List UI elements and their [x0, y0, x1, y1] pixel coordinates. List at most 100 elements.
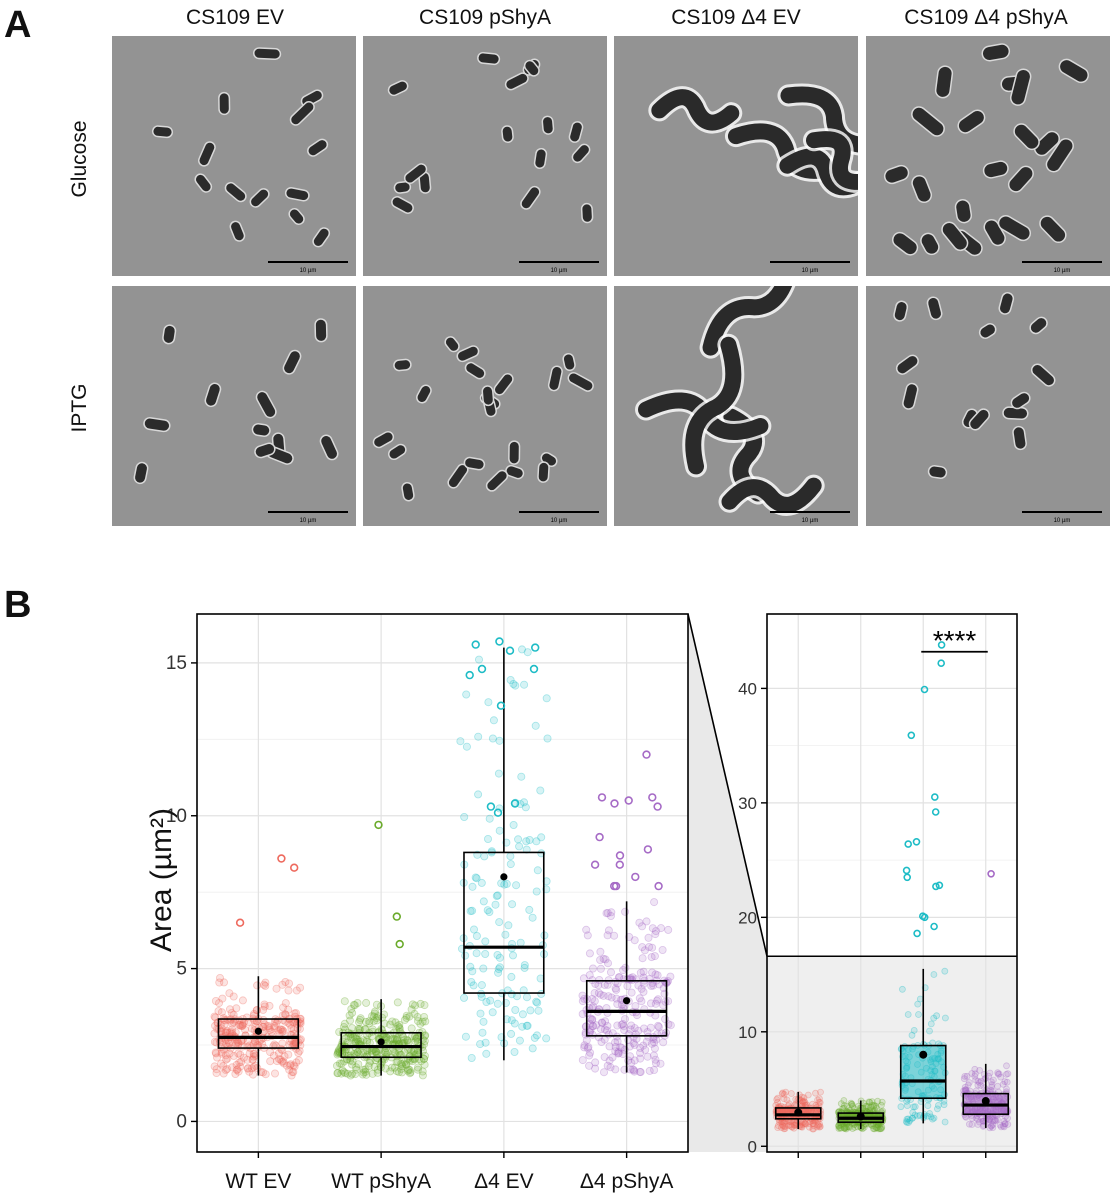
bacterial-cell	[1030, 363, 1056, 387]
outlier-point	[907, 731, 916, 740]
outlier-point	[648, 793, 657, 802]
mean-point	[856, 1112, 865, 1121]
outlier-point	[935, 881, 944, 890]
y-tick-label: 10	[166, 806, 187, 827]
bacterial-cell	[505, 464, 525, 480]
x-tick-label: Δ4 pShyA	[580, 1170, 673, 1193]
bacterial-cell	[456, 345, 480, 363]
significance-bracket: ****	[921, 625, 988, 656]
bacterial-cell	[893, 300, 909, 322]
bacterial-cell	[1029, 316, 1048, 335]
bacterial-cell	[391, 196, 414, 214]
y-tick-label: 30	[738, 794, 757, 813]
zoom-connector	[688, 614, 767, 1152]
bacterial-cell	[523, 59, 540, 77]
bacterial-cell	[307, 138, 329, 157]
x-tick-label: Δ4 EV	[474, 1170, 534, 1193]
bacterial-cell	[567, 371, 594, 392]
zoom-box-plot: 0 10 20 30 40 ****	[738, 613, 1018, 1158]
bacterial-cell	[289, 101, 315, 126]
bacterial-cell	[418, 171, 432, 194]
scale-bar: 10 µm	[519, 511, 599, 524]
bacterial-cell	[998, 292, 1015, 315]
outlier-point	[495, 637, 504, 646]
bacterial-cell	[151, 125, 174, 139]
bacterial-cell	[387, 80, 409, 97]
micrograph-glucose-cs109-ev: 10 µm	[112, 36, 356, 276]
outlier-point	[595, 832, 604, 842]
scale-bar: 10 µm	[770, 511, 850, 524]
bacterial-cell	[902, 382, 919, 410]
column-title-cs109-d4-pshya: CS109 Δ4 pShyA	[904, 6, 1068, 29]
bacterial-cell	[891, 231, 919, 256]
bacterial-cell	[802, 128, 858, 193]
y-tick-label: 0	[748, 1137, 757, 1156]
bacterial-cell	[508, 440, 521, 465]
outlier-point	[277, 854, 286, 863]
bacterial-cell	[1002, 406, 1029, 420]
outlier-point	[505, 646, 515, 655]
outlier-point	[643, 845, 653, 854]
scale-bar: 10 µm	[519, 261, 599, 274]
outlier-point	[932, 882, 940, 891]
outlier-point	[920, 685, 929, 694]
outlier-point	[392, 912, 401, 921]
outlier-point	[930, 793, 939, 801]
bacterial-cell	[314, 318, 328, 343]
bacterial-cell	[252, 47, 282, 60]
bacterial-cell	[143, 417, 171, 433]
outlier-point	[920, 913, 929, 922]
bacterial-cell	[481, 385, 495, 407]
bacterial-cell	[520, 185, 541, 210]
micrograph-iptg-cs109-d4-ev: 10 µm	[614, 286, 858, 526]
bacterial-cell	[954, 199, 973, 224]
zoom-connector-line	[687, 613, 768, 957]
micrograph-iptg-cs109-ev: 10 µm	[112, 286, 356, 526]
box-0	[217, 976, 300, 1076]
bacterial-cell	[927, 465, 948, 479]
mean-point	[981, 1097, 990, 1106]
box-1	[837, 1100, 885, 1130]
bacterial-cell	[288, 207, 305, 226]
outlier-point	[653, 802, 662, 811]
box-3	[962, 1063, 1010, 1128]
scale-bar-label: 10 µm	[1054, 518, 1071, 524]
bacterial-cell	[580, 202, 594, 224]
box-1	[340, 999, 422, 1076]
bacterial-cell	[724, 120, 843, 182]
outlier-point	[913, 929, 921, 938]
bacterial-cell	[444, 336, 460, 353]
bacterial-cell	[1010, 391, 1031, 410]
bacterial-cell	[982, 160, 1009, 179]
y-tick-label: 15	[166, 653, 187, 674]
outlier-point	[477, 664, 487, 674]
outlier-point	[937, 641, 946, 649]
box-0	[774, 1091, 822, 1130]
bacterial-cell	[1033, 130, 1060, 157]
outlier-point	[471, 640, 480, 649]
outlier-point	[642, 750, 651, 759]
bacterial-cell	[372, 430, 395, 449]
y-tick-label: 40	[738, 679, 757, 698]
outlier-point	[912, 837, 921, 846]
bacterial-cell	[911, 174, 933, 204]
outlier-point	[903, 873, 912, 882]
bacterial-cell	[393, 358, 412, 372]
y-tick-label: 5	[176, 959, 187, 980]
outlier-point	[597, 793, 607, 802]
mean-point	[254, 1027, 262, 1035]
bacterial-cell	[1012, 425, 1027, 451]
bacterial-cell	[1009, 68, 1032, 106]
scale-bar: 10 µm	[268, 261, 348, 274]
bacterial-cell	[571, 143, 591, 164]
bacterial-cell	[926, 296, 943, 321]
bacterial-cell	[911, 106, 945, 137]
significance-label: ****	[933, 625, 977, 656]
column-title-cs109-d4-ev: CS109 Δ4 EV	[671, 6, 801, 29]
outlier-point	[611, 881, 621, 891]
bacterial-cell	[1058, 58, 1089, 84]
outlier-point	[235, 918, 245, 927]
bacterial-cell	[895, 354, 919, 375]
outlier-point	[937, 659, 946, 668]
bacterial-cell	[249, 188, 270, 208]
